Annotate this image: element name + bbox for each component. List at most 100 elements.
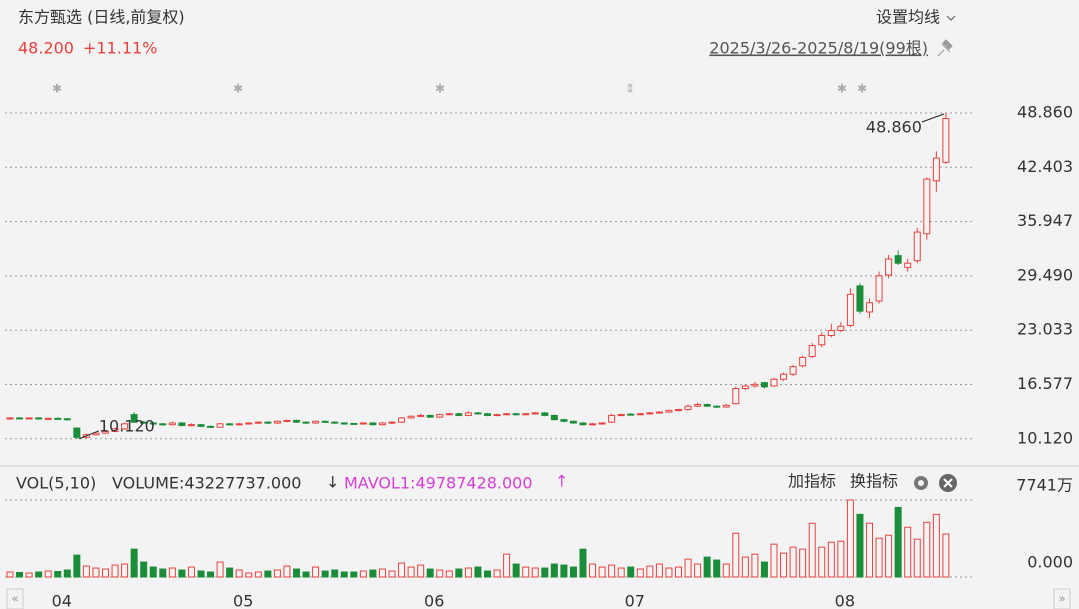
volume-bar xyxy=(445,570,453,578)
candle-body xyxy=(226,423,234,426)
candle-body xyxy=(560,419,568,422)
candle-body xyxy=(378,422,386,426)
volume-bar xyxy=(789,546,797,578)
volume-bar xyxy=(694,563,702,578)
candle-body xyxy=(894,255,902,264)
scroll-left-icon: « xyxy=(11,592,18,606)
volume-bar xyxy=(44,570,52,578)
candle-body xyxy=(484,413,491,416)
candle-body xyxy=(493,414,501,417)
volume-bar xyxy=(799,548,807,578)
candle-body xyxy=(589,423,597,426)
volume-bar xyxy=(856,513,864,578)
event-marker[interactable]: ✱ xyxy=(857,82,867,96)
candle-body xyxy=(694,403,702,407)
pin-icon[interactable] xyxy=(937,39,953,57)
volume-bar xyxy=(378,568,386,578)
volume-bar xyxy=(550,563,558,578)
y-tick-label: 16.577 xyxy=(1017,374,1073,393)
event-markers: ✱ ✱ ✱ ⇕ ✱ ✱ xyxy=(52,82,867,96)
volume-title: VOL(5,10) xyxy=(16,474,96,493)
volume-bar xyxy=(63,569,71,578)
volume-bar xyxy=(216,561,224,578)
candle-body xyxy=(407,415,415,419)
event-marker[interactable]: ✱ xyxy=(435,82,445,96)
y-tick-label: 7741万 xyxy=(1016,476,1073,495)
candle-body xyxy=(54,417,62,420)
volume-bar xyxy=(846,499,854,578)
switch-indicator[interactable]: 换指标 xyxy=(850,472,898,491)
candle-body xyxy=(92,432,100,436)
candle-body xyxy=(140,421,148,424)
volume-bar xyxy=(589,563,597,578)
candle-body xyxy=(197,424,205,427)
volume-bar xyxy=(665,567,673,578)
candle-body xyxy=(846,293,854,326)
annotation-label: 10.120 xyxy=(99,416,155,435)
volume-bar xyxy=(293,568,300,578)
volume-bar xyxy=(713,559,721,578)
volume-bar xyxy=(522,566,530,578)
candle-body xyxy=(799,356,807,367)
menu-caret xyxy=(946,15,956,21)
candle-body xyxy=(512,413,520,416)
candle-body xyxy=(760,382,768,388)
candle-body xyxy=(732,388,740,405)
volume-bar xyxy=(16,572,24,578)
volume-bar xyxy=(655,563,663,578)
volume-bar xyxy=(407,566,415,578)
candle-body xyxy=(770,378,778,387)
chart-title: 东方甄选 (日线,前复权) xyxy=(18,8,185,27)
y-tick-label: 42.403 xyxy=(1017,157,1073,176)
volume-bar xyxy=(417,564,425,578)
candle-body xyxy=(684,405,692,411)
event-marker[interactable]: ⇕ xyxy=(625,82,635,96)
volume-bar xyxy=(780,552,788,578)
volume-bar xyxy=(894,506,902,578)
volume-bar xyxy=(264,570,272,578)
add-indicator[interactable]: 加指标 xyxy=(788,472,836,491)
volume-bar xyxy=(436,569,444,578)
candle-body xyxy=(254,421,262,424)
candle-body xyxy=(808,345,816,358)
scroll-left[interactable] xyxy=(6,588,24,609)
scroll-right[interactable] xyxy=(1053,588,1071,609)
candle-body xyxy=(321,420,329,423)
date-range[interactable]: 2025/3/26-2025/8/19(99根) xyxy=(709,39,928,58)
scroll-right-icon: » xyxy=(1058,592,1065,606)
volume-bar xyxy=(149,566,157,578)
volume-bar xyxy=(627,566,635,578)
candle-body xyxy=(359,422,367,425)
volume-bar xyxy=(6,571,14,578)
ma-menu[interactable]: 设置均线 xyxy=(876,8,940,27)
event-marker[interactable]: ✱ xyxy=(52,82,62,96)
candle-body xyxy=(636,413,644,416)
candle-body xyxy=(331,421,339,424)
candle-body xyxy=(550,414,558,421)
volume-bar xyxy=(455,568,463,578)
volume-bar xyxy=(73,554,81,578)
volume-bar xyxy=(302,571,310,578)
x-tick-label: 05 xyxy=(233,592,253,609)
candle-body xyxy=(913,231,921,262)
candle-body xyxy=(35,417,43,420)
candle-body xyxy=(655,411,663,414)
volume-bar xyxy=(560,564,568,578)
volume-bar xyxy=(426,568,434,578)
candle-body xyxy=(350,422,358,425)
x-tick-label: 08 xyxy=(835,592,855,609)
candle-body xyxy=(16,417,24,420)
candle-body xyxy=(827,329,835,337)
event-marker[interactable]: ✱ xyxy=(837,82,847,96)
volume-bar xyxy=(312,566,320,578)
event-marker[interactable]: ✱ xyxy=(233,82,243,96)
candle-body xyxy=(789,366,797,375)
change: +11.11% xyxy=(83,39,157,58)
candle-body xyxy=(569,420,577,424)
volume-bar xyxy=(827,541,835,578)
candle-body xyxy=(866,302,873,313)
candle-body xyxy=(73,427,81,438)
volume-bar xyxy=(168,567,176,578)
candle-body xyxy=(302,421,310,424)
